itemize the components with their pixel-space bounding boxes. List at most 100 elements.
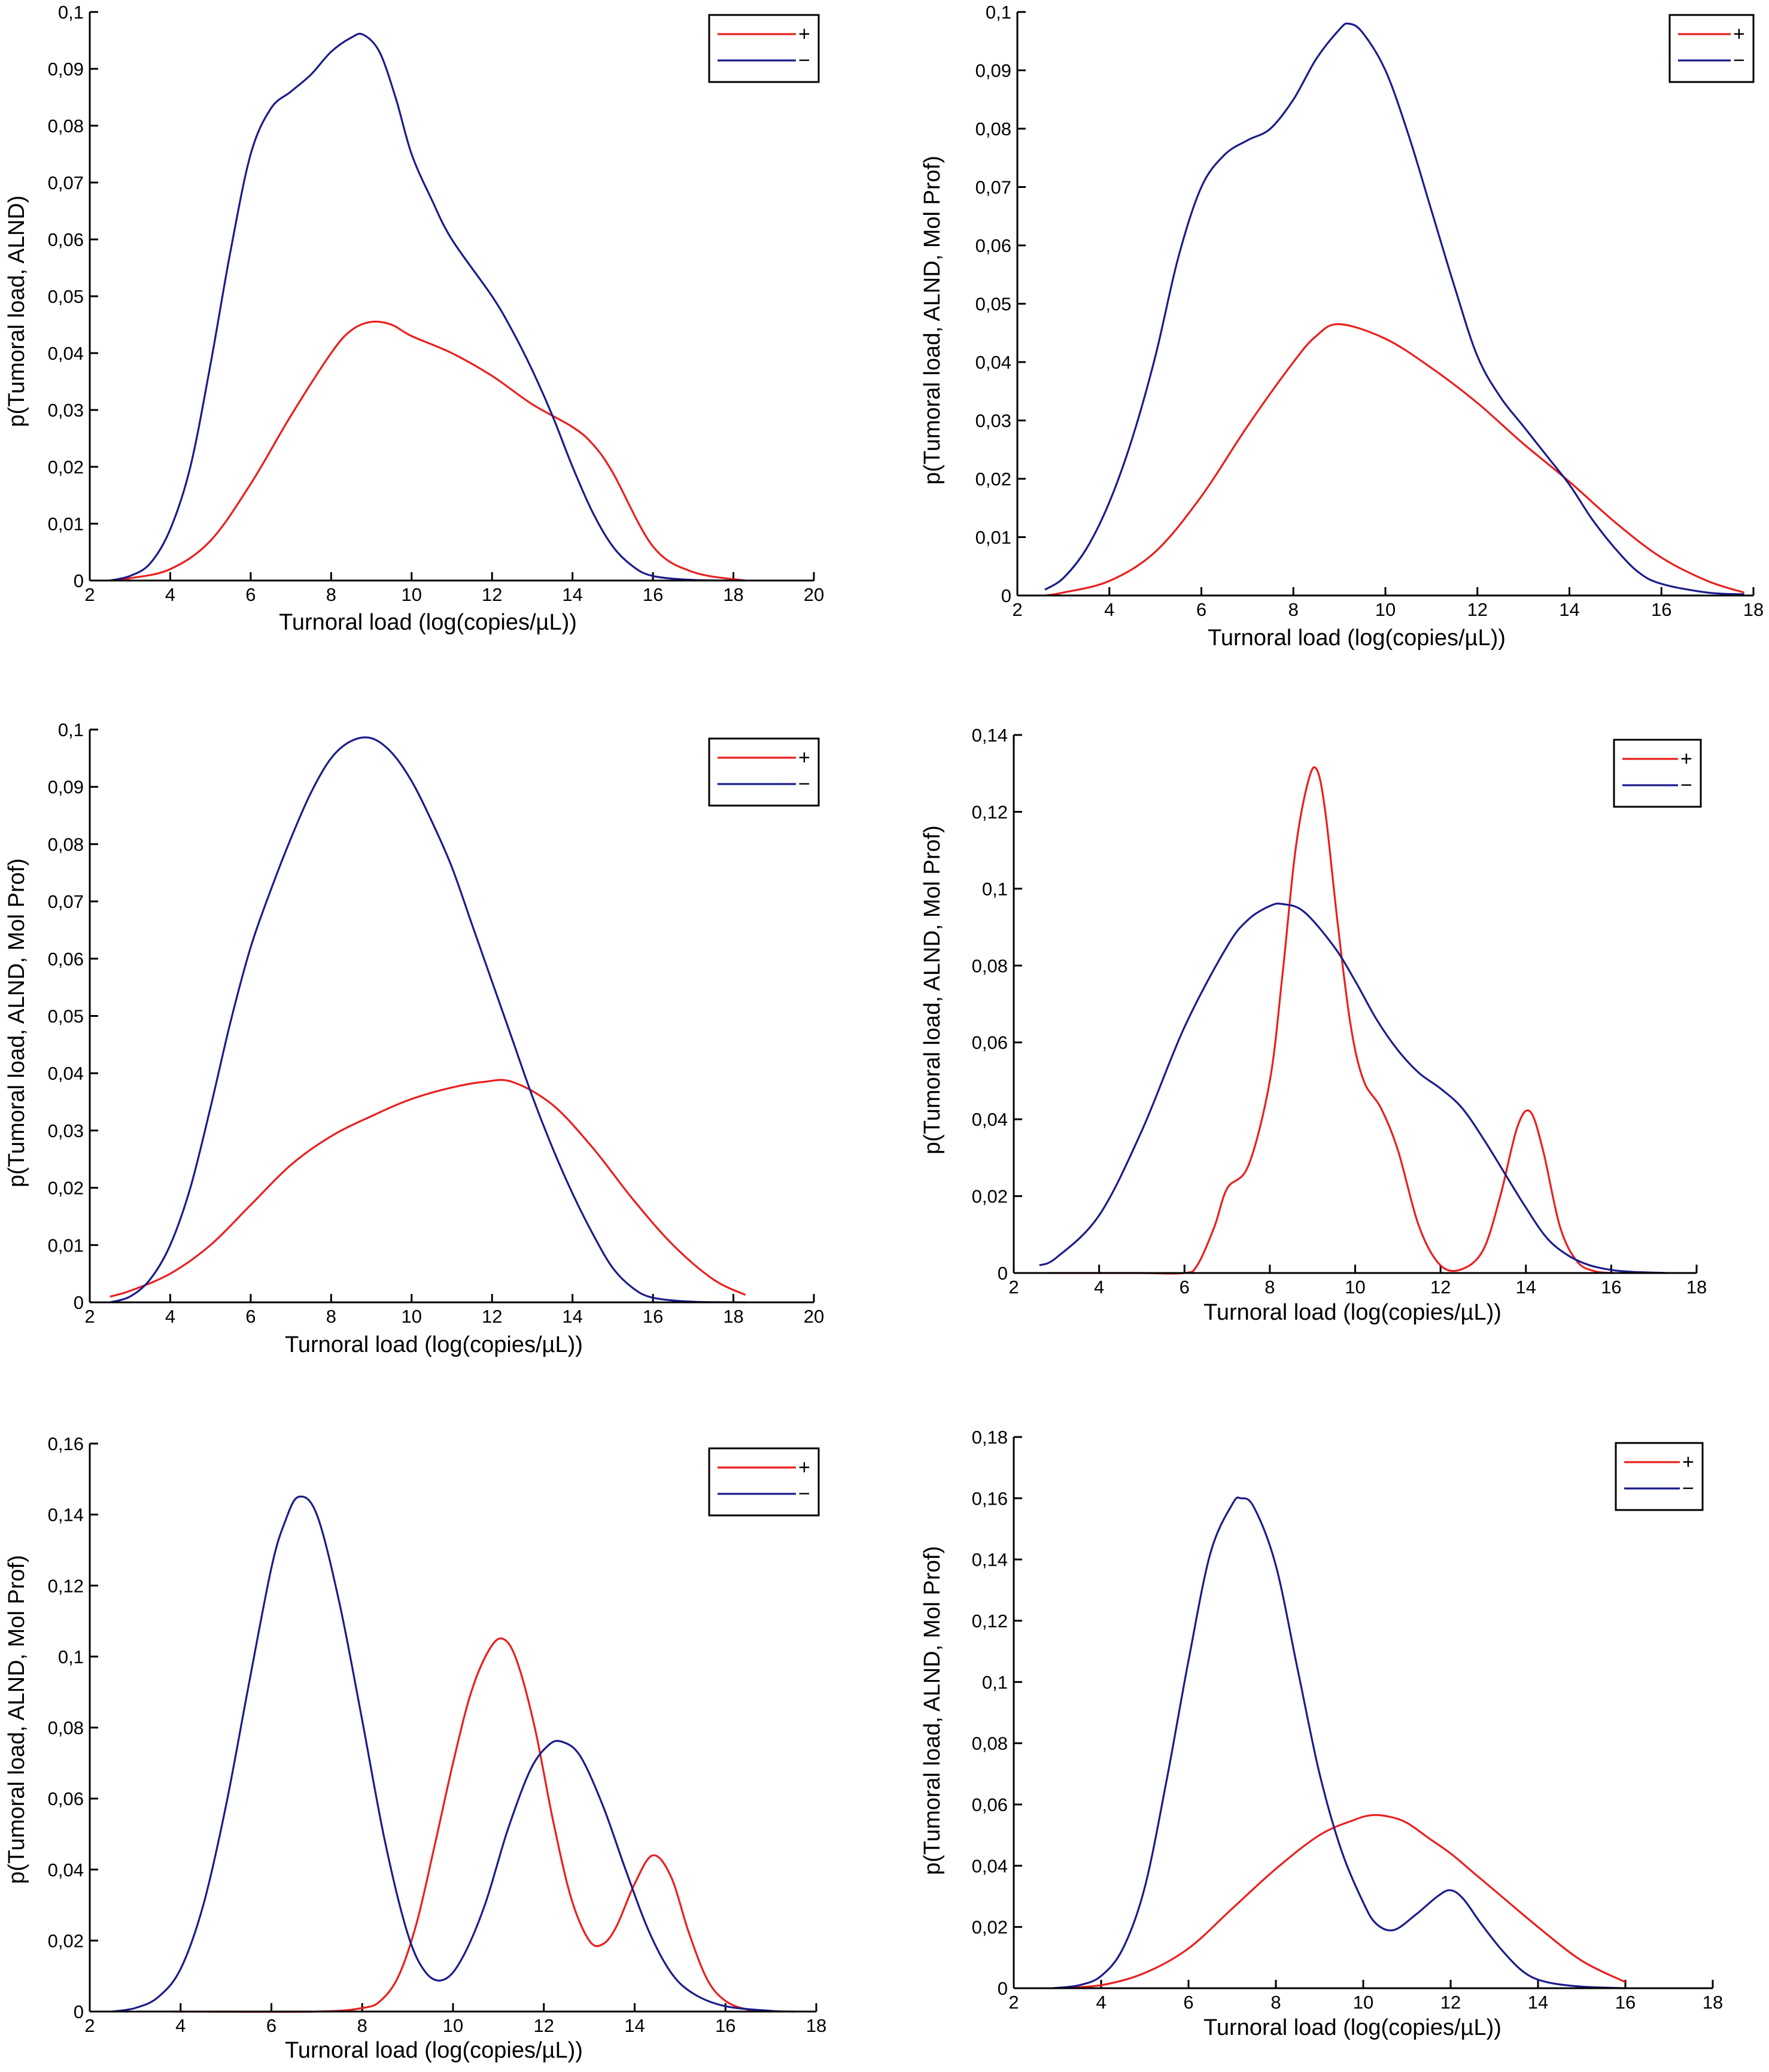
y-tick-label: 0,1 [58,719,84,740]
x-tick-label: 2 [1008,1992,1019,2013]
svg-text:p(Tumoral load, ALND, Mol Prof: p(Tumoral load, ALND, Mol Prof) [4,858,29,1187]
y-tick-label: 0,09 [48,777,84,798]
y-tick-label: 0,06 [972,1032,1008,1053]
x-tick-label: 2 [84,1306,95,1327]
y-axis-label: p(Tumoral load, ALND, Mol Prof) [4,858,29,1187]
x-tick-label: 16 [1615,1992,1636,2013]
plot-lines [110,32,746,582]
y-tick-label: 0,18 [972,1427,1008,1448]
y-tick-label: 0,06 [972,1794,1008,1815]
x-tick-label: 18 [1743,599,1764,620]
x-tick-label: 4 [1104,599,1114,620]
y-tick-label: 0,08 [975,119,1011,139]
svg-text:p(Tumoral load, ALND, Mol Prof: p(Tumoral load, ALND, Mol Prof) [920,156,945,485]
x-tick-label: 8 [1270,1992,1281,2013]
svg-text:p(Tumoral load, ALND, Mol Prof: p(Tumoral load, ALND, Mol Prof) [4,1555,29,1884]
y-tick-label: 0,05 [48,286,84,307]
y-tick-label: 0,09 [975,60,1011,81]
y-tick-label: 0 [74,2001,84,2022]
x-tick-label: 2 [1012,599,1022,620]
y-tick-label: 0,07 [48,172,84,193]
chart-panel-4: p(Tumoral load, ALND, Mol Prof) 0 0,02 0,0… [920,725,1707,1325]
y-tick-label: 0,06 [48,229,84,250]
y-ticks: 0 0,01 0,02 0,03 0,04 0,05 0,06 0,07 0,08 0,09 0,1 [48,2,98,591]
y-tick-label: 0,1 [986,2,1011,23]
series-negative-line [110,736,746,1304]
legend-entry-label: − [798,49,810,72]
x-axis-label: Turnoral load (log(copies/µL)) [1203,2015,1501,2040]
legend-entry-label: + [1680,748,1692,770]
legend-entry-label: + [798,23,810,45]
x-ticks: 2 4 6 8 10 12 14 16 18 [84,2003,826,2036]
y-tick-label: 0,08 [48,834,84,855]
x-tick-label: 14 [1528,1992,1548,2013]
chart-panel-3: p(Tumoral load, ALND, Mol Prof) 0 0,01 0,0… [4,719,824,1357]
chart-panel-6: p(Tumoral load, ALND, Mol Prof) 0 0,02 0,0… [920,1427,1723,2040]
y-tick-label: 0 [1001,585,1011,606]
y-tick-label: 0,04 [972,1109,1008,1130]
y-tick-label: 0,16 [48,1433,84,1454]
x-tick-label: 12 [534,2015,554,2036]
chart-panel-5: p(Tumoral load, ALND, Mol Prof) 0 0,02 0,0… [4,1433,826,2063]
y-tick-label: 0,03 [48,400,84,421]
x-tick-label: 4 [1094,1277,1104,1298]
x-tick-label: 8 [357,2015,367,2036]
x-tick-label: 20 [804,584,824,605]
plot-lines [112,1495,794,2013]
y-axis-label: p(Tumoral load, ALND) [4,195,29,427]
x-tick-label: 14 [562,584,582,605]
series-negative-line [1053,1496,1626,1989]
svg-text:p(Tumoral load, ALND, Mol Prof: p(Tumoral load, ALND, Mol Prof) [920,1546,945,1875]
plot-lines [1044,22,1745,597]
x-tick-label: 6 [245,584,256,605]
x-tick-label: 14 [1559,599,1579,620]
legend-entry-label: − [798,773,810,795]
x-tick-label: 4 [1096,1992,1106,2013]
y-tick-label: 0,1 [982,1672,1008,1693]
y-axis-label: p(Tumoral load, ALND, Mol Prof) [920,825,945,1155]
y-tick-label: 0,04 [48,1063,84,1084]
x-tick-label: 10 [1345,1277,1365,1298]
y-axis-label: p(Tumoral load, ALND, Mol Prof) [4,1555,29,1884]
y-tick-label: 0,04 [972,1855,1008,1876]
y-tick-label: 0,05 [975,294,1011,315]
y-ticks: 0 0,02 0,04 0,06 0,08 0,1 0,12 0,14 0,16 [48,1433,98,2022]
series-negative-line [112,1495,794,2013]
y-tick-label: 0,02 [48,1930,84,1951]
y-tick-label: 0,06 [48,1788,84,1809]
y-tick-label: 0,06 [975,235,1011,256]
y-tick-label: 0 [74,570,84,591]
y-ticks: 0 0,01 0,02 0,03 0,04 0,05 0,06 0,07 0,08 0,09 0,1 [975,2,1026,606]
series-positive-line [1048,766,1612,1275]
chart-panel-1: p(Tumoral load, ALND) 00,010,020,030,040… [4,2,824,635]
legend-box [708,1447,820,1517]
x-tick-label: 6 [1196,599,1206,620]
x-tick-label: 8 [326,584,336,605]
x-tick-label: 12 [1467,599,1488,620]
y-tick-label: 0,09 [48,59,84,80]
plot-lines [1039,766,1667,1275]
x-ticks: 2 4 6 8 10 12 14 16 18 [1008,1980,1723,2013]
legend: +− [1613,739,1702,808]
y-tick-label: 0,12 [972,1611,1008,1632]
x-axis-label: Turnoral load (log(copies/µL)) [285,2038,583,2063]
y-tick-label: 0,01 [975,527,1011,548]
x-tick-label: 2 [84,2015,95,2036]
x-ticks: 2 4 6 8 10 12 14 16 18 [1012,587,1764,620]
y-axis-label: p(Tumoral load, ALND, Mol Prof) [920,156,945,485]
x-tick-label: 8 [1288,599,1299,620]
x-tick-label: 4 [165,1306,175,1327]
y-tick-label: 0,03 [975,411,1011,432]
y-tick-label: 0,08 [972,1733,1008,1754]
x-tick-label: 2 [1008,1277,1019,1298]
x-tick-label: 4 [175,2015,186,2036]
series-negative-line [1044,22,1744,596]
y-ticks: 0 0,02 0,04 0,06 0,08 0,1 0,12 0,14 0,16 0,18 [972,1427,1022,1999]
legend-box [1615,1442,1704,1511]
x-tick-label: 10 [1375,599,1396,620]
legend: +− [708,737,820,807]
legend-entry-label: − [1680,774,1692,797]
series-negative-line [110,32,746,582]
x-tick-label: 4 [165,584,175,605]
y-tick-label: 0,14 [48,1505,84,1526]
